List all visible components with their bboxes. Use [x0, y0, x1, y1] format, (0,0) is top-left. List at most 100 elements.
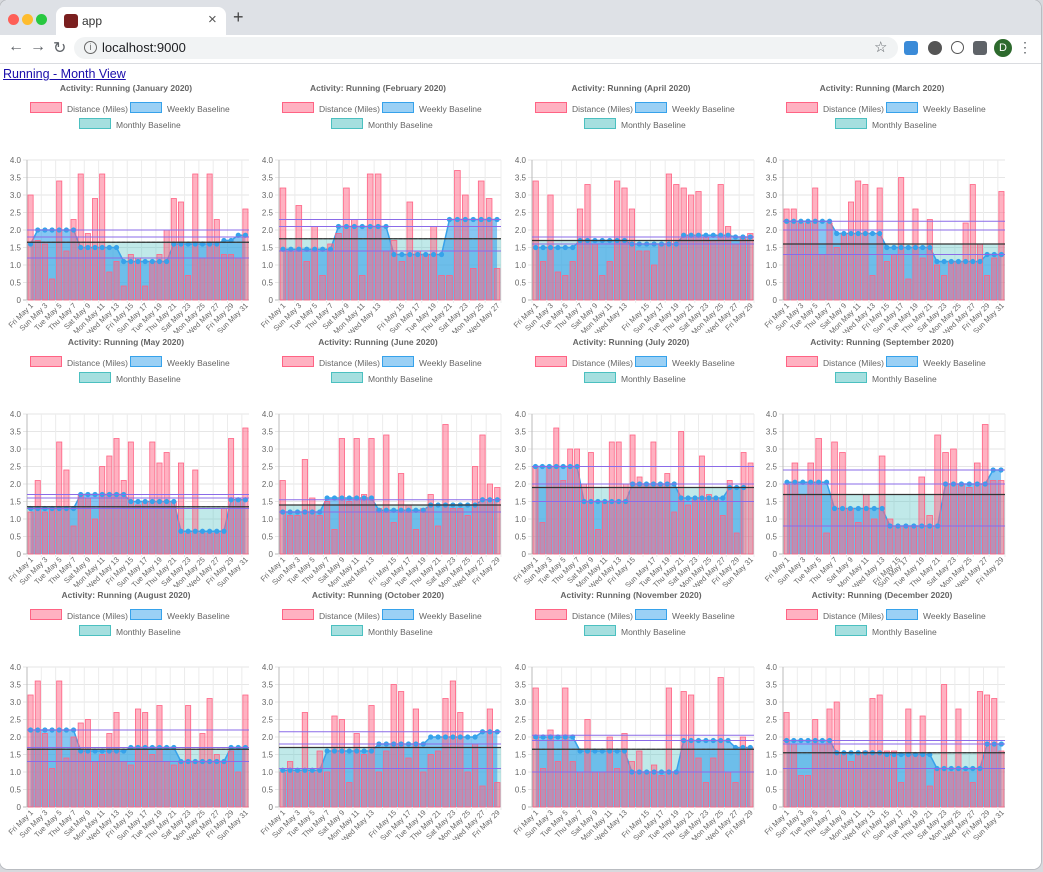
- legend-item-distance[interactable]: Distance (Miles): [30, 356, 128, 368]
- legend-item-monthly[interactable]: Monthly Baseline: [584, 372, 686, 384]
- bookmark-star-icon[interactable]: ☆: [874, 39, 888, 56]
- distance-bar: [163, 229, 170, 301]
- legend-item-weekly[interactable]: Weekly Baseline: [886, 102, 986, 114]
- legend-item-weekly[interactable]: Weekly Baseline: [130, 609, 230, 621]
- distance-bar: [719, 515, 726, 555]
- address-url[interactable]: localhost:9000: [102, 40, 186, 55]
- legend-item-monthly[interactable]: Monthly Baseline: [79, 118, 181, 130]
- legend-item-distance[interactable]: Distance (Miles): [786, 609, 884, 621]
- legend-item-monthly[interactable]: Monthly Baseline: [835, 372, 937, 384]
- y-tick-label: 3.5: [766, 428, 778, 437]
- weekly-point: [280, 767, 286, 773]
- distance-bar: [422, 254, 429, 301]
- weekly-point: [399, 251, 405, 258]
- browser-menu-icon[interactable]: ⋮: [1018, 39, 1032, 55]
- legend-item-weekly[interactable]: Weekly Baseline: [382, 609, 482, 621]
- weekly-point: [547, 734, 554, 740]
- minimize-window-button[interactable]: [22, 14, 33, 25]
- reload-icon[interactable]: ↻: [53, 40, 67, 57]
- legend-item-monthly[interactable]: Monthly Baseline: [331, 372, 433, 384]
- page-content: Running - Month View Activity: Running (…: [0, 64, 1041, 869]
- legend-item-distance[interactable]: Distance (Miles): [535, 356, 633, 368]
- distance-bar: [486, 708, 493, 808]
- distance-bar: [485, 198, 493, 301]
- profile-avatar[interactable]: D: [994, 39, 1012, 57]
- month-view-link[interactable]: Running - Month View: [3, 67, 126, 81]
- distance-bar: [702, 236, 709, 301]
- weekly-point: [113, 244, 120, 251]
- chart-legend: Distance (Miles) Weekly Baseline Monthly B…: [505, 609, 757, 643]
- extension-record-icon[interactable]: [951, 41, 964, 54]
- distance-bar: [891, 750, 897, 808]
- legend-item-weekly[interactable]: Weekly Baseline: [886, 609, 986, 621]
- distance-bar: [346, 501, 353, 555]
- legend-item-weekly[interactable]: Weekly Baseline: [382, 102, 482, 114]
- legend-item-distance[interactable]: Distance (Miles): [535, 609, 633, 621]
- address-bar[interactable]: i localhost:9000 ☆: [74, 37, 898, 59]
- new-tab-button[interactable]: +: [233, 7, 244, 27]
- legend-item-monthly[interactable]: Monthly Baseline: [79, 625, 181, 637]
- legend-item-monthly[interactable]: Monthly Baseline: [584, 625, 686, 637]
- legend-item-distance[interactable]: Distance (Miles): [535, 102, 633, 114]
- legend-item-distance[interactable]: Distance (Miles): [282, 356, 380, 368]
- extensions-puzzle-icon[interactable]: [973, 41, 987, 55]
- site-info-icon[interactable]: i: [84, 41, 97, 54]
- legend-item-weekly[interactable]: Weekly Baseline: [635, 102, 735, 114]
- legend-item-monthly[interactable]: Monthly Baseline: [331, 625, 433, 637]
- legend-item-monthly[interactable]: Monthly Baseline: [584, 118, 686, 130]
- legend-item-weekly[interactable]: Weekly Baseline: [886, 356, 986, 368]
- extension-circle-icon[interactable]: [928, 41, 942, 55]
- y-tick-label: 3.5: [766, 681, 778, 690]
- forward-arrow-icon[interactable]: →: [30, 38, 46, 55]
- y-tick-label: 0.5: [515, 279, 527, 288]
- y-tick-label: 0: [522, 296, 527, 305]
- weekly-point: [423, 251, 429, 258]
- distance-bar: [554, 761, 561, 808]
- y-tick-label: 1.0: [766, 261, 778, 270]
- weekly-point: [891, 244, 897, 251]
- legend-item-distance[interactable]: Distance (Miles): [30, 102, 128, 114]
- distance-bar: [63, 757, 70, 808]
- browser-tab[interactable]: app ×: [56, 7, 226, 35]
- distance-bar: [213, 219, 220, 301]
- tab-close-icon[interactable]: ×: [208, 11, 217, 28]
- y-tick-label: 1.5: [262, 498, 274, 507]
- distance-bar: [819, 743, 826, 808]
- distance-bar: [595, 529, 601, 555]
- distance-bar: [926, 785, 933, 808]
- weekly-point: [312, 246, 318, 252]
- distance-bar: [464, 515, 471, 555]
- legend-item-distance[interactable]: Distance (Miles): [282, 609, 380, 621]
- distance-bar: [898, 782, 905, 808]
- y-tick-label: 0.5: [515, 786, 527, 795]
- distance-bar: [472, 466, 479, 555]
- distance-bar: [926, 515, 933, 555]
- legend-item-monthly[interactable]: Monthly Baseline: [331, 118, 433, 130]
- distance-bar: [149, 754, 156, 808]
- legend-item-distance[interactable]: Distance (Miles): [786, 356, 884, 368]
- legend-item-distance[interactable]: Distance (Miles): [30, 609, 128, 621]
- weekly-point: [420, 507, 426, 513]
- legend-item-monthly[interactable]: Monthly Baseline: [835, 118, 937, 130]
- legend-item-distance[interactable]: Distance (Miles): [786, 102, 884, 114]
- y-tick-label: 1.5: [515, 751, 527, 760]
- legend-item-distance[interactable]: Distance (Miles): [282, 102, 380, 114]
- close-window-button[interactable]: [8, 14, 19, 25]
- weekly-point: [703, 232, 709, 238]
- weekly-point: [862, 230, 868, 237]
- distance-bar: [918, 476, 926, 555]
- legend-item-weekly[interactable]: Weekly Baseline: [635, 609, 735, 621]
- legend-swatch: [584, 118, 616, 129]
- legend-item-weekly[interactable]: Weekly Baseline: [635, 356, 735, 368]
- back-arrow-icon[interactable]: ←: [8, 38, 24, 55]
- legend-item-weekly[interactable]: Weekly Baseline: [130, 356, 230, 368]
- legend-item-monthly[interactable]: Monthly Baseline: [79, 372, 181, 384]
- maximize-window-button[interactable]: [36, 14, 47, 25]
- distance-bar: [213, 754, 220, 808]
- extension-screen-icon[interactable]: [904, 41, 918, 55]
- legend-item-monthly[interactable]: Monthly Baseline: [835, 625, 937, 637]
- weekly-point: [164, 498, 170, 505]
- legend-swatch: [886, 609, 918, 620]
- legend-item-weekly[interactable]: Weekly Baseline: [130, 102, 230, 114]
- legend-item-weekly[interactable]: Weekly Baseline: [382, 356, 482, 368]
